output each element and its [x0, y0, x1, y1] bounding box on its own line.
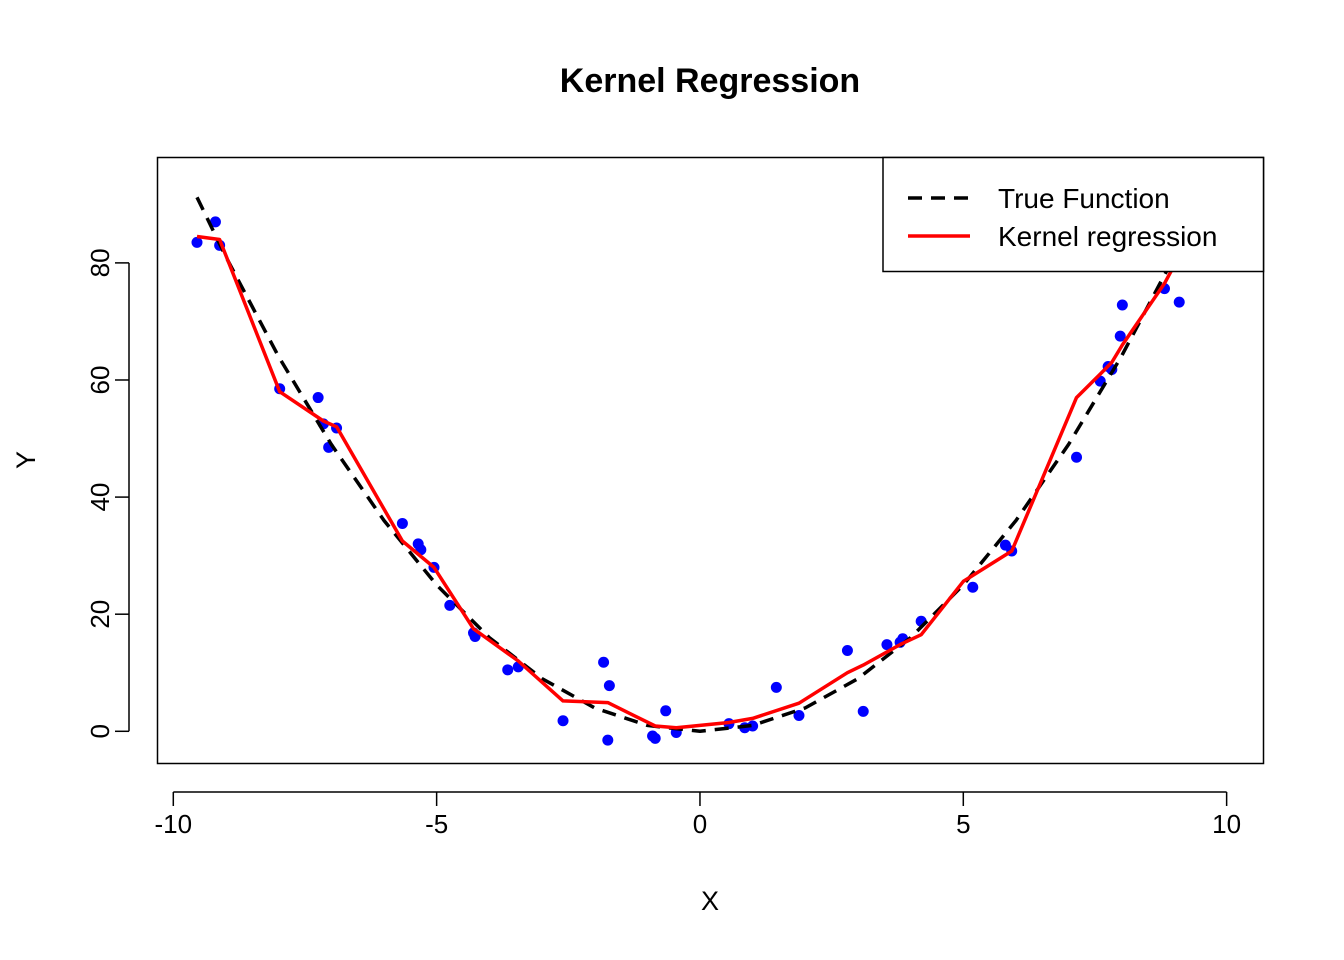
- data-point: [660, 705, 672, 717]
- x-tick-label: 0: [693, 809, 707, 839]
- data-point: [793, 709, 805, 721]
- data-point: [502, 664, 514, 676]
- x-tick-label: 10: [1212, 809, 1241, 839]
- y-tick-label: 40: [85, 483, 115, 512]
- x-axis-label: X: [701, 886, 719, 916]
- data-point: [1173, 296, 1185, 308]
- data-point: [444, 599, 456, 611]
- legend-label-true-function: True Function: [998, 183, 1170, 214]
- data-point: [396, 517, 408, 529]
- data-point: [1116, 299, 1128, 311]
- data-point: [1071, 451, 1083, 463]
- legend: True Function Kernel regression: [882, 156, 1265, 273]
- data-point: [881, 639, 893, 651]
- y-axis: 0 20 40 60 80: [85, 248, 130, 739]
- y-tick-label: 0: [85, 724, 115, 738]
- plot-area-frame: [156, 156, 1265, 765]
- data-point: [967, 581, 979, 593]
- data-point: [649, 732, 661, 744]
- data-point: [312, 392, 324, 404]
- x-tick-label: 5: [956, 809, 970, 839]
- y-tick-label: 80: [85, 248, 115, 277]
- data-point: [598, 656, 610, 668]
- legend-label-kernel-regression: Kernel regression: [998, 221, 1217, 252]
- y-axis-label: Y: [11, 451, 41, 469]
- data-point: [841, 644, 853, 656]
- x-axis: -10 -5 0 5 10: [155, 791, 1241, 839]
- legend-box: [882, 156, 1265, 273]
- x-tick-label: -10: [155, 809, 193, 839]
- data-point: [770, 681, 782, 693]
- data-point: [191, 236, 203, 248]
- data-point: [603, 680, 615, 692]
- y-tick-label: 60: [85, 366, 115, 395]
- kernel-regression-line: [196, 234, 1176, 730]
- plot-marks: [191, 196, 1185, 746]
- chart-title: Kernel Regression: [560, 62, 860, 100]
- data-point: [209, 216, 221, 228]
- data-point: [1114, 330, 1126, 342]
- data-point: [602, 734, 614, 746]
- y-tick-label: 20: [85, 600, 115, 629]
- x-tick-label: -5: [425, 809, 448, 839]
- data-point: [557, 715, 569, 727]
- true-function-line: [195, 196, 1176, 734]
- data-point: [747, 720, 759, 732]
- data-point: [857, 705, 869, 717]
